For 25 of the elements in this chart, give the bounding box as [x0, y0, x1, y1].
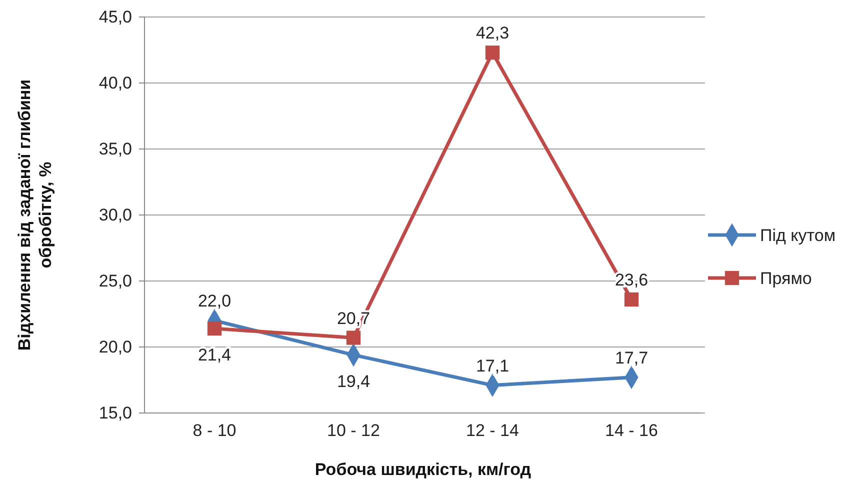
- legend-label: Під кутом: [760, 226, 836, 245]
- data-label: 22,0: [198, 292, 232, 311]
- y-tick-label: 25,0: [98, 271, 132, 290]
- data-label: 21,4: [198, 346, 232, 365]
- point: [346, 330, 361, 345]
- y-tick-label: 35,0: [98, 139, 132, 158]
- y-tick-label: 30,0: [98, 205, 132, 224]
- y-tick-label: 40,0: [98, 73, 132, 92]
- x-tick-label: 12 - 14: [466, 421, 519, 440]
- y-tick-label: 45,0: [98, 7, 132, 26]
- data-label: 19,4: [336, 372, 370, 391]
- point: [624, 292, 639, 307]
- x-tick-label: 14 - 16: [605, 421, 658, 440]
- x-tick-label: 8 - 10: [192, 421, 236, 440]
- x-tick-label: 10 - 12: [327, 421, 380, 440]
- y-tick-label: 20,0: [98, 337, 132, 356]
- y-axis-title: Відхилення від заданої глибини обробітку, %: [15, 79, 55, 351]
- data-label: 42,3: [476, 24, 510, 43]
- x-axis-title: Робоча швидкість, км/год: [314, 460, 532, 479]
- data-label: 17,7: [614, 348, 648, 368]
- y-tick-label: 15,0: [98, 403, 132, 422]
- point: [207, 321, 222, 336]
- data-label: 17,1: [476, 356, 510, 376]
- legend-label: Прямо: [760, 269, 812, 288]
- point: [485, 46, 500, 60]
